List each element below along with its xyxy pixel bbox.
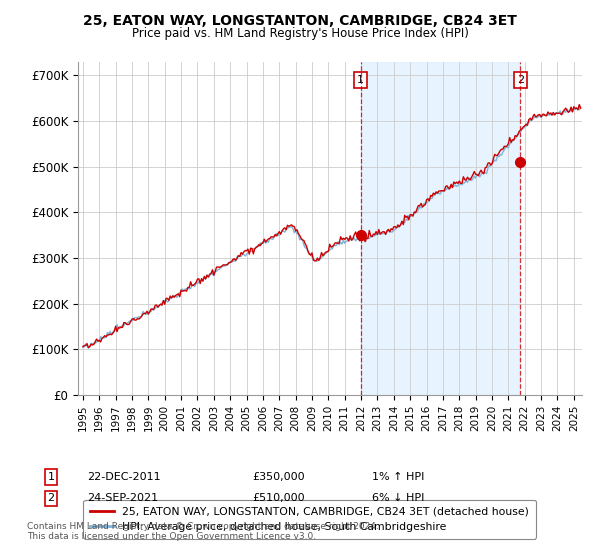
Text: 1% ↑ HPI: 1% ↑ HPI	[372, 472, 424, 482]
Text: 1: 1	[47, 472, 55, 482]
Text: £510,000: £510,000	[252, 493, 305, 503]
Bar	[361, 62, 520, 395]
Text: 1: 1	[357, 75, 364, 85]
Text: Contains HM Land Registry data © Crown copyright and database right 2024.
This d: Contains HM Land Registry data © Crown c…	[27, 522, 379, 542]
Text: £350,000: £350,000	[252, 472, 305, 482]
Text: 22-DEC-2011: 22-DEC-2011	[87, 472, 161, 482]
Text: 2: 2	[517, 75, 524, 85]
Legend: 25, EATON WAY, LONGSTANTON, CAMBRIDGE, CB24 3ET (detached house), HPI: Average p: 25, EATON WAY, LONGSTANTON, CAMBRIDGE, C…	[83, 500, 536, 539]
Text: Price paid vs. HM Land Registry's House Price Index (HPI): Price paid vs. HM Land Registry's House …	[131, 27, 469, 40]
Text: 6% ↓ HPI: 6% ↓ HPI	[372, 493, 424, 503]
Text: 2: 2	[47, 493, 55, 503]
Text: 24-SEP-2021: 24-SEP-2021	[87, 493, 158, 503]
Text: 25, EATON WAY, LONGSTANTON, CAMBRIDGE, CB24 3ET: 25, EATON WAY, LONGSTANTON, CAMBRIDGE, C…	[83, 14, 517, 28]
